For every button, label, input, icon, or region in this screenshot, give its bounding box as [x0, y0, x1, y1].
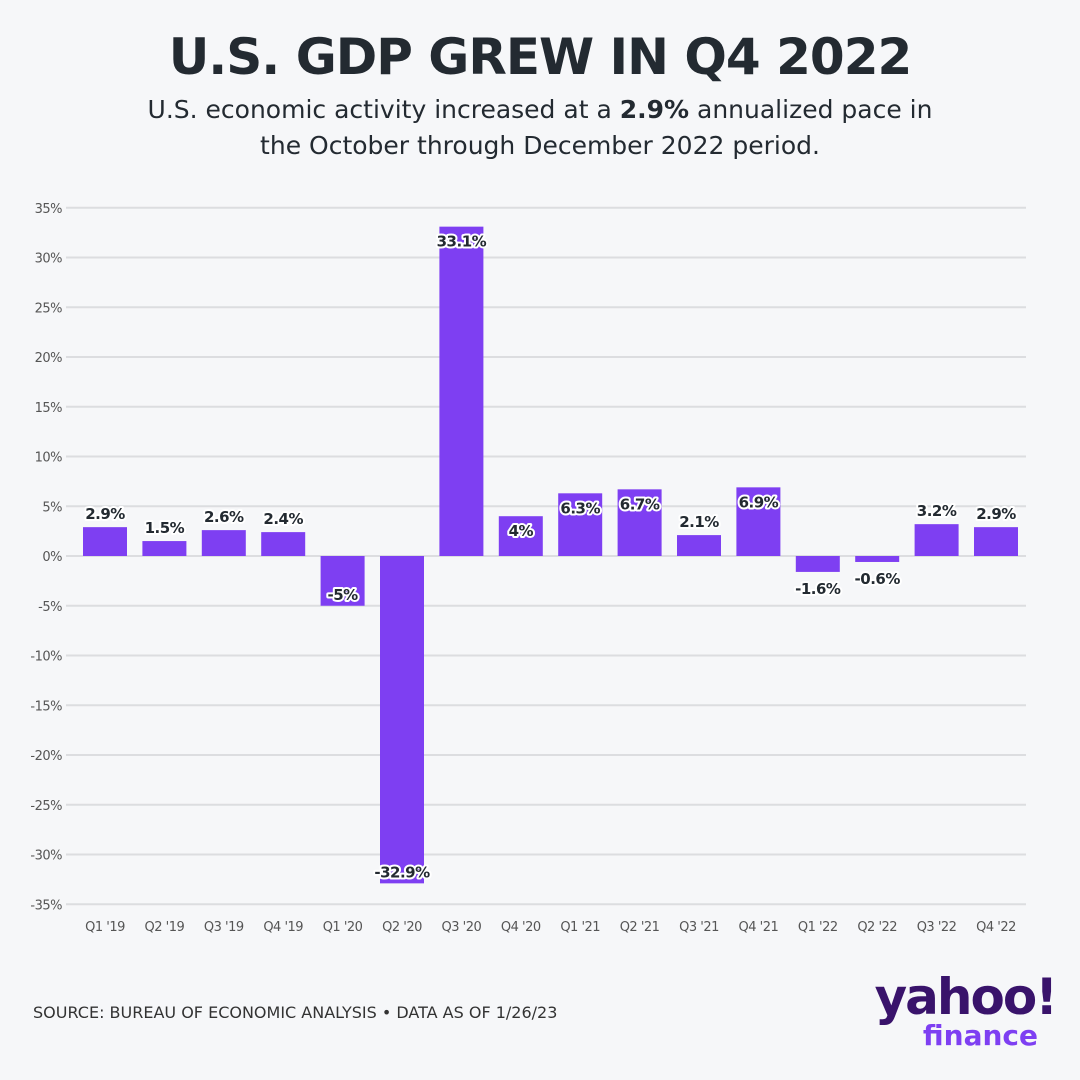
x-tick-label: Q4 '21 [739, 920, 779, 935]
data-label: 6.9% [739, 493, 779, 511]
chart-subtitle: U.S. economic activity increased at a 2.… [140, 92, 940, 164]
x-tick-label: Q2 '22 [857, 920, 897, 935]
bar [439, 226, 484, 556]
x-tick-label: Q1 '21 [560, 920, 600, 935]
subtitle-text: U.S. economic activity increased at a [147, 95, 620, 124]
source-note: SOURCE: BUREAU OF ECONOMIC ANALYSIS • DA… [33, 1003, 558, 1022]
subtitle-highlight: 2.9% [619, 95, 690, 124]
bar [914, 524, 959, 556]
y-tick-label: -30% [30, 849, 62, 864]
x-tick-label: Q1 '20 [323, 920, 363, 935]
data-label: 6.3% [560, 499, 600, 517]
x-tick-label: Q1 '19 [85, 920, 125, 935]
data-label: 2.4% [263, 510, 303, 528]
data-label: -0.6% [855, 570, 901, 588]
y-tick-label: 5% [42, 500, 62, 515]
bar [736, 487, 781, 556]
y-tick-label: -15% [30, 699, 62, 714]
data-label: -1.6% [795, 580, 841, 598]
y-tick-label: 20% [35, 351, 63, 366]
y-tick-label: -25% [30, 799, 62, 814]
logo-yahoo: yahoo! [874, 968, 1058, 1026]
y-tick-label: -10% [30, 650, 62, 665]
bar [142, 541, 187, 556]
bar [617, 489, 662, 556]
x-tick-label: Q2 '21 [620, 920, 660, 935]
y-tick-label: 0% [42, 550, 62, 565]
y-tick-label: -5% [38, 600, 62, 615]
x-tick-label: Q3 '21 [679, 920, 719, 935]
data-label: 1.5% [145, 519, 185, 537]
bar [795, 556, 840, 572]
data-label: 6.7% [620, 495, 660, 513]
data-label: 2.1% [679, 513, 719, 531]
x-tick-label: Q3 '22 [917, 920, 957, 935]
data-label: 3.2% [917, 502, 957, 520]
bar [498, 516, 543, 556]
yahoo-finance-logo: yahoo! finance [866, 968, 1058, 1052]
subtitle-text-end: annualized pace in the October through D… [260, 95, 933, 160]
x-tick-label: Q2 '20 [382, 920, 422, 935]
x-tick-label: Q3 '19 [204, 920, 244, 935]
x-tick-label: Q3 '20 [442, 920, 482, 935]
x-tick-label: Q4 '19 [263, 920, 303, 935]
data-label: 2.9% [976, 505, 1016, 523]
x-tick-label: Q1 '22 [798, 920, 838, 935]
bar [855, 556, 900, 562]
y-tick-label: 35% [35, 202, 63, 217]
y-tick-label: -35% [30, 898, 62, 913]
data-label: -32.9% [374, 863, 430, 881]
logo-finance: finance [922, 1019, 1038, 1052]
bar [380, 556, 424, 884]
y-tick-label: 25% [35, 301, 63, 316]
y-tick-label: 30% [35, 252, 63, 267]
bar [261, 532, 306, 556]
y-tick-label: 10% [35, 451, 63, 466]
bar [677, 535, 721, 556]
y-tick-label: 15% [35, 401, 63, 416]
y-tick-label: -20% [30, 749, 62, 764]
data-label: -5% [327, 586, 358, 604]
bar [558, 493, 603, 556]
bar [83, 527, 127, 556]
data-label: 4% [509, 522, 534, 540]
data-label: 2.6% [204, 508, 244, 526]
bar [320, 556, 365, 606]
bar [201, 530, 246, 556]
data-label: 33.1% [437, 233, 487, 251]
bar [974, 527, 1018, 556]
x-tick-label: Q4 '20 [501, 920, 541, 935]
data-label: 2.9% [85, 505, 125, 523]
chart-title: U.S. GDP GREW IN Q4 2022 [168, 28, 913, 86]
x-tick-label: Q4 '22 [976, 920, 1016, 935]
x-tick-label: Q2 '19 [145, 920, 185, 935]
